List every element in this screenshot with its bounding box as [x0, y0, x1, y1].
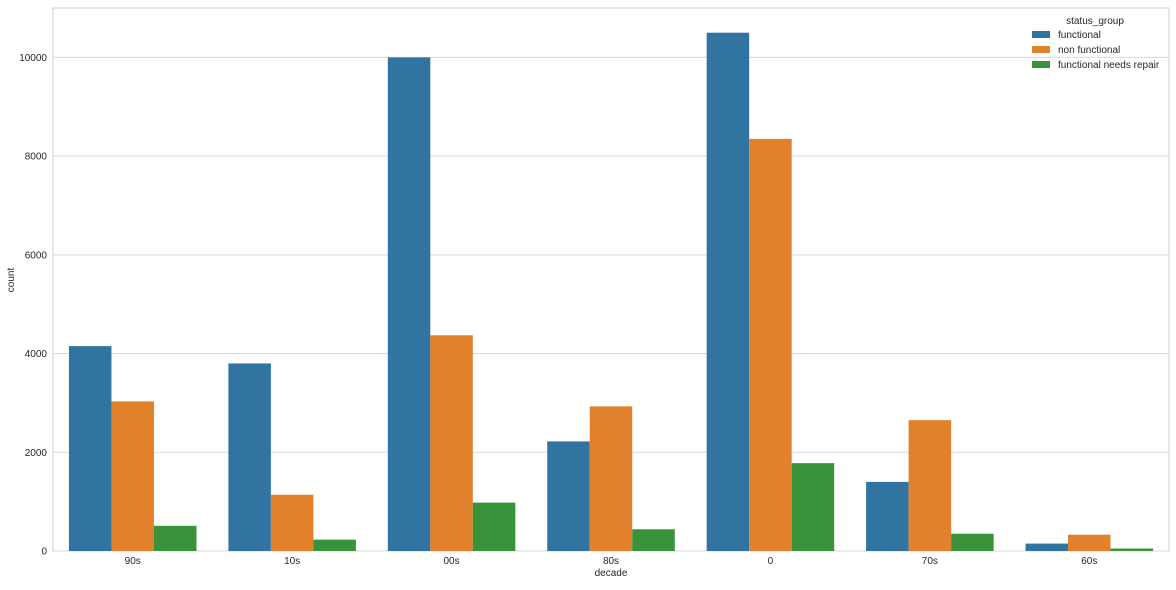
- bar-functional-60s: [1026, 544, 1069, 551]
- y-tick-label: 8000: [25, 152, 48, 163]
- legend-swatch: [1032, 46, 1050, 53]
- bar-functional-10s: [228, 363, 271, 551]
- bar-non-functional-10s: [271, 495, 314, 551]
- bar-non-functional-60s: [1068, 535, 1111, 551]
- x-tick-label: 80s: [603, 556, 619, 567]
- bar-functional-00s: [388, 57, 431, 551]
- x-tick-label: 10s: [284, 556, 300, 567]
- bar-non-functional-00s: [430, 335, 473, 551]
- bar-non-functional-70s: [909, 420, 952, 551]
- bar-functional-needs-repair-0: [792, 463, 835, 551]
- bar-functional-70s: [866, 482, 909, 551]
- y-tick-label: 4000: [25, 349, 48, 360]
- bar-functional-needs-repair-60s: [1111, 549, 1154, 551]
- bar-non-functional-80s: [590, 406, 633, 551]
- bar-functional-needs-repair-70s: [951, 534, 994, 551]
- bar-functional-needs-repair-80s: [632, 529, 675, 551]
- legend-swatch: [1032, 61, 1050, 68]
- x-axis-label: decade: [595, 568, 628, 579]
- x-tick-label: 00s: [444, 556, 460, 567]
- x-tick-label: 60s: [1081, 556, 1097, 567]
- y-axis-label: count: [6, 268, 17, 293]
- x-tick-label: 0: [768, 556, 774, 567]
- y-tick-label: 0: [41, 547, 47, 558]
- x-tick-label: 90s: [125, 556, 141, 567]
- x-axis: 90s 10s 00s 80s 0 70s 60s: [125, 556, 1098, 567]
- bar-non-functional-0: [749, 139, 792, 551]
- bar-functional-0: [707, 33, 750, 551]
- bar-functional-needs-repair-00s: [473, 503, 516, 551]
- bar-functional-90s: [69, 346, 112, 551]
- legend-label: functional needs repair: [1058, 60, 1160, 71]
- y-tick-label: 6000: [25, 250, 48, 261]
- bar-functional-80s: [547, 441, 590, 551]
- bar-functional-needs-repair-90s: [154, 526, 197, 551]
- legend-label: non functional: [1058, 45, 1120, 56]
- y-tick-label: 2000: [25, 448, 48, 459]
- y-tick-label: 10000: [19, 53, 47, 64]
- bar-functional-needs-repair-10s: [313, 540, 356, 551]
- x-tick-label: 70s: [922, 556, 938, 567]
- legend-title: status_group: [1066, 16, 1124, 27]
- legend-label: functional: [1058, 30, 1101, 41]
- y-axis: 0 2000 4000 6000 8000 10000: [19, 53, 47, 558]
- bar-non-functional-90s: [111, 401, 154, 551]
- legend-swatch: [1032, 31, 1050, 38]
